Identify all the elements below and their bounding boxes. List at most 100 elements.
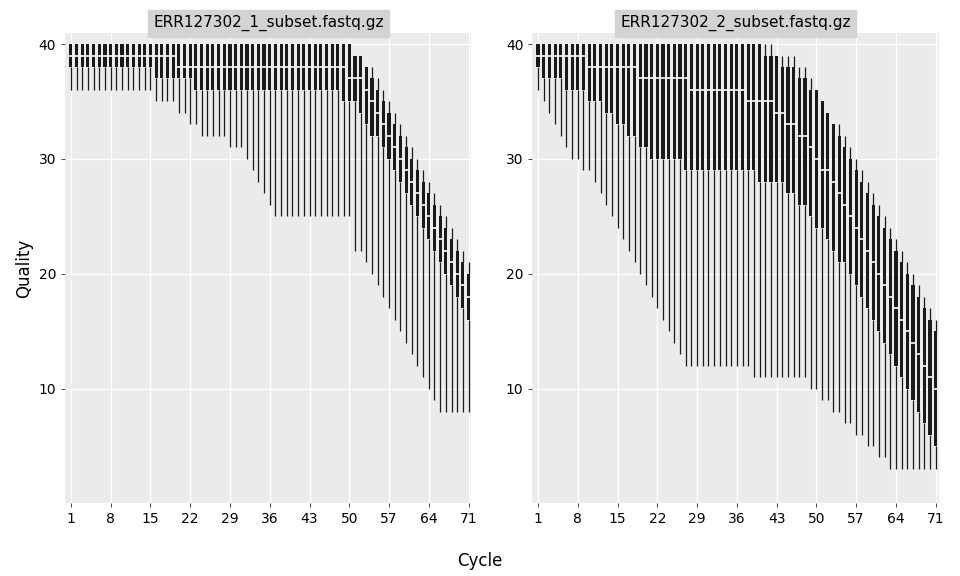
Bar	[274, 44, 277, 90]
Bar	[628, 44, 631, 136]
Bar	[775, 55, 779, 182]
Bar	[178, 44, 180, 78]
Bar	[934, 331, 937, 446]
Bar	[542, 44, 545, 78]
Bar	[297, 44, 300, 90]
Bar	[667, 44, 670, 159]
Bar	[741, 44, 744, 170]
Bar	[866, 194, 869, 308]
Bar	[371, 78, 373, 136]
Bar	[747, 44, 750, 170]
Bar	[462, 262, 465, 308]
Bar	[410, 159, 414, 205]
Bar	[917, 297, 921, 411]
Bar	[730, 44, 732, 170]
Bar	[69, 44, 72, 67]
Bar	[81, 44, 84, 67]
Bar	[228, 44, 231, 90]
Bar	[365, 67, 368, 124]
Bar	[588, 44, 590, 101]
Text: Cycle: Cycle	[457, 552, 503, 570]
Bar	[314, 44, 317, 90]
Bar	[656, 44, 659, 159]
Bar	[194, 44, 198, 90]
Bar	[599, 44, 602, 101]
Bar	[798, 78, 801, 205]
Bar	[758, 44, 761, 182]
Bar	[843, 147, 847, 262]
Bar	[257, 44, 260, 90]
Bar	[104, 44, 107, 67]
Bar	[650, 44, 653, 159]
Bar	[638, 44, 642, 147]
Bar	[854, 170, 857, 285]
Bar	[582, 44, 585, 90]
Bar	[554, 44, 557, 78]
Bar	[155, 44, 157, 78]
Bar	[559, 44, 563, 78]
Bar	[849, 159, 852, 274]
Bar	[815, 90, 818, 228]
Bar	[444, 228, 447, 274]
Bar	[905, 274, 909, 389]
Bar	[923, 308, 925, 423]
Title: ERR127302_1_subset.fastq.gz: ERR127302_1_subset.fastq.gz	[153, 15, 384, 31]
Bar	[877, 217, 880, 331]
Bar	[780, 67, 784, 182]
Bar	[753, 44, 756, 170]
Bar	[394, 124, 396, 170]
Bar	[433, 205, 436, 251]
Bar	[398, 136, 402, 182]
Bar	[86, 44, 89, 67]
Bar	[92, 44, 95, 67]
Bar	[336, 44, 340, 90]
Bar	[911, 285, 915, 400]
Bar	[75, 44, 78, 67]
Bar	[889, 239, 892, 354]
Bar	[427, 194, 430, 239]
Bar	[792, 67, 795, 194]
Bar	[860, 182, 863, 297]
Bar	[348, 44, 350, 101]
Bar	[388, 113, 391, 159]
Bar	[696, 44, 699, 170]
Bar	[661, 44, 664, 159]
Bar	[837, 136, 841, 262]
Bar	[217, 44, 220, 90]
Bar	[537, 44, 540, 67]
Bar	[439, 217, 442, 262]
Bar	[353, 55, 356, 101]
Bar	[211, 44, 214, 90]
Bar	[120, 44, 124, 67]
Bar	[342, 44, 346, 101]
Bar	[644, 44, 648, 147]
Bar	[172, 44, 175, 78]
Bar	[895, 251, 898, 366]
Bar	[707, 44, 710, 170]
Bar	[252, 44, 254, 90]
Bar	[382, 101, 385, 147]
Bar	[320, 44, 323, 90]
Bar	[268, 44, 272, 90]
Bar	[456, 251, 459, 297]
Y-axis label: Quality: Quality	[15, 238, 33, 298]
Bar	[205, 44, 209, 90]
Bar	[616, 44, 619, 124]
Bar	[764, 55, 767, 182]
Bar	[712, 44, 716, 170]
Bar	[570, 44, 574, 90]
Bar	[160, 44, 163, 78]
Bar	[690, 44, 693, 170]
Bar	[467, 274, 470, 320]
Bar	[308, 44, 311, 90]
Bar	[166, 44, 169, 78]
Bar	[900, 262, 903, 377]
Bar	[279, 44, 282, 90]
Bar	[302, 44, 305, 90]
Bar	[821, 101, 824, 228]
Bar	[98, 44, 101, 67]
Bar	[827, 113, 829, 239]
Bar	[450, 239, 453, 285]
Bar	[786, 67, 789, 194]
Bar	[240, 44, 243, 90]
